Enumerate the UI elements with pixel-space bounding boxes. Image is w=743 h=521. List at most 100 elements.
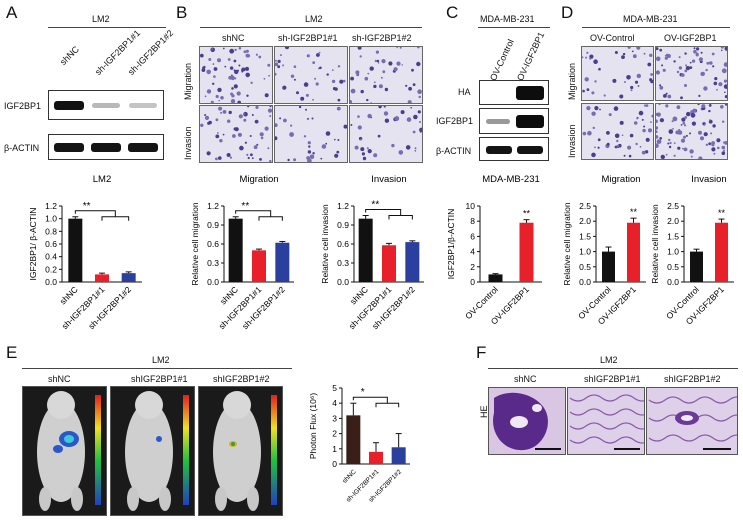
band (91, 143, 121, 152)
y-tick-label: 2.5 (667, 201, 679, 211)
chart-d1: Migration 0.0 0.5 1.0 1.5 2.0 2.5 Relative cell… (562, 174, 646, 326)
band (129, 103, 157, 108)
y-tick-label: 0.4 (45, 252, 57, 262)
panel-c-lane-igf: OV-IGF2BP1 (515, 30, 547, 83)
y-axis-label: Relative cell invasion (650, 204, 660, 284)
band (517, 146, 543, 154)
sig-label: ** (371, 200, 379, 211)
cell-texture (275, 106, 347, 162)
chart-title: Invasion (371, 174, 406, 185)
panel-a-blot-igf2bp1 (48, 90, 164, 120)
panel-b-col-shnc: shNC (222, 33, 245, 43)
panel-c-blot-label-igf: IGF2BP1 (436, 116, 474, 126)
panel-label-a: A (6, 3, 18, 22)
he-texture (648, 396, 737, 450)
band (92, 103, 120, 108)
panel-c-blot-igf (479, 108, 549, 134)
cell-texture (582, 104, 653, 158)
panel-label-e: E (6, 343, 18, 362)
panel-b-col-sh1: sh-IGF2BP1#1 (278, 33, 338, 43)
band (486, 119, 510, 124)
cell-texture (656, 104, 727, 159)
y-axis-label: Relative cell migration (190, 202, 200, 285)
bar (715, 222, 728, 282)
sig-label: ** (241, 201, 249, 212)
panel-f-col-sh1: shIGF2BP1#1 (584, 374, 641, 384)
panel-a-blot-label-igf2bp1: IGF2BP1 (4, 101, 42, 111)
y-tick-label: 6 (470, 231, 475, 241)
panel-label-c: C (446, 3, 459, 22)
y-tick-label: 0.6 (337, 239, 349, 249)
bar (405, 242, 420, 282)
chart-title: Migration (601, 174, 640, 185)
y-tick-label: 2.5 (579, 201, 591, 211)
bar (602, 251, 615, 282)
sig-label: ** (523, 209, 531, 219)
bar (382, 245, 396, 282)
chart-title: MDA-MB-231 (482, 174, 540, 185)
micro-b-mig-2 (274, 46, 348, 104)
y-axis-label: Relative cell invasion (320, 204, 330, 284)
y-tick-label: 0.0 (337, 277, 349, 287)
band (486, 146, 512, 154)
y-tick-label: 4 (332, 398, 337, 408)
y-tick-label: 0 (332, 459, 337, 469)
panel-e-col-sh2: shIGF2BP1#2 (213, 374, 270, 384)
cell-texture (350, 47, 422, 103)
panel-d-header-line (582, 27, 730, 28)
mouse-image-3 (198, 386, 283, 516)
band (128, 143, 158, 152)
band (54, 101, 84, 110)
chart-b2: Invasion 0.0 0.3 0.6 0.9 1.2 Relative cell inv… (320, 174, 424, 331)
y-tick-label: 1.2 (337, 201, 349, 211)
y-tick-label: 0.3 (337, 258, 349, 268)
bar (275, 242, 290, 282)
sig-label: * (361, 387, 365, 398)
bar (252, 250, 266, 282)
panel-label-d: D (561, 3, 574, 22)
y-tick-label: 0.2 (45, 264, 57, 274)
panel-f-header-line (488, 368, 738, 369)
panel-c-blot-label-ha: HA (458, 87, 471, 97)
panel-b-row-migration: Migration (183, 62, 193, 100)
cell-texture (200, 106, 272, 162)
cell-texture (582, 47, 653, 99)
cell-texture (350, 106, 422, 161)
panel-b-header: LM2 (305, 14, 323, 24)
panel-c-blot-label-actin: β-ACTIN (436, 146, 472, 156)
y-tick-label: 0.9 (337, 220, 349, 230)
band (516, 115, 544, 128)
mouse-image-2 (110, 386, 195, 516)
y-tick-label: 0.0 (579, 277, 591, 287)
bar (121, 273, 136, 282)
micro-b-inv-2 (274, 105, 348, 163)
panel-c-blot-ha (479, 80, 549, 105)
y-tick-label: 5 (332, 383, 337, 393)
y-tick-label: 0 (470, 277, 475, 287)
bar (369, 451, 383, 464)
y-tick-label: 2.0 (579, 216, 591, 226)
chart-c: MDA-MB-2310246810IGF2BP1/β-ACTINOV-Contr… (446, 174, 542, 326)
micro-b-inv-3 (349, 105, 423, 163)
he-image-2 (567, 387, 645, 455)
sig-bracket (235, 210, 272, 217)
bar (358, 218, 373, 282)
mouse-figure (213, 391, 277, 511)
sig-bracket (388, 215, 413, 220)
y-tick-label: 4 (470, 247, 475, 257)
y-tick-label: 1.2 (45, 201, 57, 211)
he-image-3 (646, 387, 738, 455)
y-tick-label: 1.0 (45, 214, 57, 224)
chart-a: LM2 0.0 0.2 0.4 0.6 0.8 1.0 1.2 IGF2BP1/ β-ACTIN… (28, 174, 142, 331)
panel-c-header: MDA-MB-231 (480, 14, 535, 24)
bar (391, 447, 406, 464)
y-axis-label: Relative cell migration (562, 202, 572, 285)
panel-e-col-sh1: shIGF2BP1#1 (131, 374, 188, 384)
y-tick-label: 1 (332, 444, 337, 454)
y-tick-label: 2 (332, 429, 337, 439)
chart-b1: Migration 0.0 0.3 0.6 0.9 1.2 Relative cell mi… (190, 174, 294, 331)
sig-bracket (365, 209, 402, 216)
y-tick-label: 0.6 (207, 239, 219, 249)
y-tick-label: 0.6 (45, 239, 57, 249)
sig-bracket (74, 210, 116, 217)
